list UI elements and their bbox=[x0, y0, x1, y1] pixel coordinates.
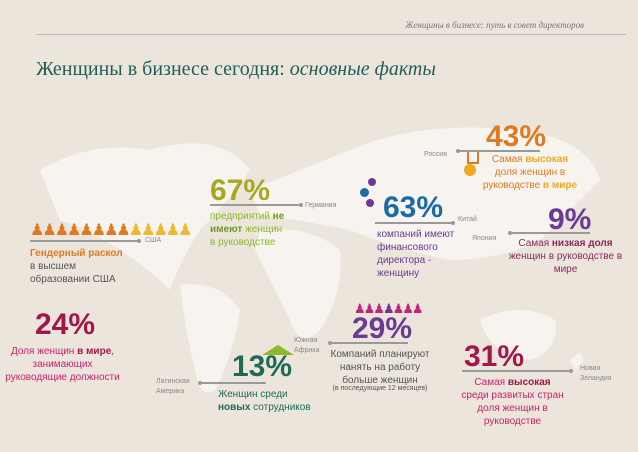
russia-b2: в мире bbox=[542, 180, 578, 191]
country-label: Латинская Америка bbox=[156, 378, 190, 395]
title-italic: основные факты bbox=[289, 58, 436, 80]
page-title: Женщины в бизнесе сегодня: основные факт… bbox=[36, 58, 436, 81]
graduation-cap-icon bbox=[262, 345, 294, 355]
world-pct: 24% bbox=[35, 308, 96, 341]
title-main: Женщины в бизнесе сегодня: bbox=[36, 58, 290, 80]
world-bold: в мире bbox=[77, 346, 112, 357]
country-label: США bbox=[145, 237, 162, 244]
latam-bold: новых bbox=[218, 402, 251, 413]
connector-dot bbox=[456, 149, 460, 153]
china-text: компаний имеют финансового директора - ж… bbox=[377, 229, 455, 279]
country-label: Южная Африка bbox=[294, 337, 320, 354]
country-label: Новая Зеландия bbox=[580, 365, 612, 382]
country-label: Япония bbox=[472, 235, 497, 242]
usa-bold: Гендерный раскол bbox=[30, 248, 123, 259]
connector-line bbox=[30, 240, 138, 242]
world-text: Доля женщин в мире, занимающих руководящ… bbox=[5, 345, 120, 384]
latam-t1: Женщин среди bbox=[218, 389, 288, 400]
usa-text: Гендерный раскол в высшем образовании СШ… bbox=[30, 247, 125, 286]
japan-pct: 9% bbox=[548, 203, 592, 236]
connector-line bbox=[375, 222, 453, 224]
nz-bold: высокая bbox=[507, 377, 551, 388]
germany-bold: не имеют bbox=[210, 211, 285, 235]
header-divider bbox=[36, 34, 626, 35]
latam-t2: сотрудников bbox=[250, 402, 311, 413]
latam-text: Женщин среди новых сотрудников bbox=[218, 388, 313, 414]
country-label: Россия bbox=[424, 151, 447, 158]
connector-line bbox=[510, 232, 590, 234]
connector-dot bbox=[451, 221, 455, 225]
people-icons: ♟♟♟♟♟♟♟ bbox=[354, 301, 424, 316]
country-label: Германия bbox=[305, 202, 337, 209]
nz-t1: Самая bbox=[474, 377, 508, 388]
russia-t1: Самая bbox=[491, 154, 526, 165]
usa-rest: в высшем образовании США bbox=[30, 261, 116, 285]
nz-text: Самая высокая среди развитых стран доля … bbox=[460, 376, 565, 428]
connector-line bbox=[200, 382, 266, 384]
china-pct: 63% bbox=[383, 191, 444, 224]
japan-t1: Самая bbox=[518, 238, 552, 249]
coins-icon bbox=[360, 178, 376, 207]
connector-dot bbox=[508, 231, 512, 235]
nz-pct: 31% bbox=[464, 340, 525, 373]
connector-dot bbox=[569, 369, 573, 373]
connector-dot bbox=[299, 203, 303, 207]
nz-t2: среди развитых стран доля женщин в руков… bbox=[461, 390, 564, 427]
connector-dot bbox=[328, 341, 332, 345]
connector-line bbox=[462, 370, 570, 372]
latam-pct: 13% bbox=[232, 350, 293, 383]
japan-t2: женщин в руководстве в мире bbox=[508, 251, 623, 275]
connector-line bbox=[330, 342, 408, 344]
connector-dot bbox=[198, 381, 202, 385]
germany-t1: предприятий bbox=[210, 211, 273, 222]
connector-line bbox=[458, 150, 540, 152]
safrica-note: (в последующие 12 месяцев) bbox=[332, 385, 428, 392]
people-icons: ♟♟♟♟♟♟♟♟♟♟♟♟♟ bbox=[30, 222, 192, 239]
japan-text: Самая низкая доля женщин в руководстве в… bbox=[508, 237, 623, 276]
russia-text: Самая высокая доля женщин в руководстве … bbox=[480, 153, 580, 192]
germany-t2: женщин в руководстве bbox=[210, 224, 283, 248]
germany-text: предприятий не имеют женщин в руководств… bbox=[210, 210, 290, 249]
header-text: Женщины в бизнесе: путь в совет директор… bbox=[405, 20, 584, 30]
country-label: Китай bbox=[458, 216, 477, 223]
safrica-text: Компаний планируют нанять на работу боль… bbox=[330, 349, 430, 386]
safrica-pct: 29% bbox=[352, 312, 413, 345]
russia-t2: доля женщин в руководстве bbox=[482, 167, 566, 191]
world-t1: Доля женщин bbox=[10, 346, 78, 357]
world-t2: , занимающих руководящие должности bbox=[5, 346, 120, 383]
russia-pct: 43% bbox=[486, 120, 547, 153]
medal-icon bbox=[464, 152, 479, 176]
japan-bold: низкая доля bbox=[551, 238, 613, 249]
germany-pct: 67% bbox=[210, 174, 271, 207]
russia-b1: высокая bbox=[525, 154, 569, 165]
connector-dot bbox=[137, 239, 141, 243]
connector-line bbox=[210, 204, 300, 206]
